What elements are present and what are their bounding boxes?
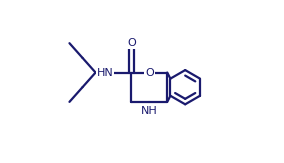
Text: O: O <box>127 38 136 48</box>
Text: HN: HN <box>97 67 114 78</box>
Text: O: O <box>145 67 154 78</box>
Text: NH: NH <box>141 106 158 116</box>
